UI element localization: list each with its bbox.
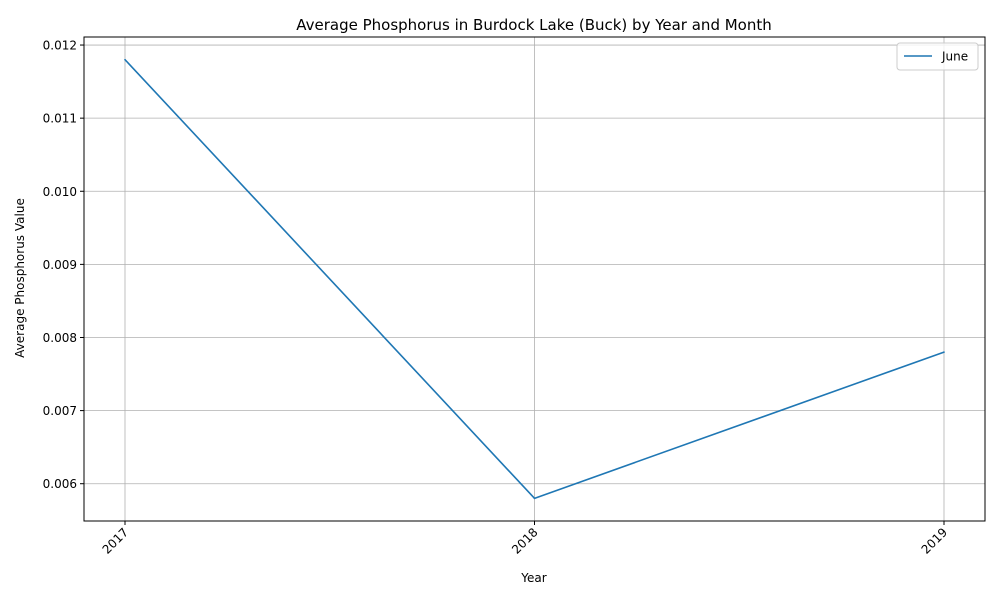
legend-label-june: June	[941, 50, 968, 64]
y-axis-ticks: 0.006 0.007 0.008 0.009 0.010 0.011 0.012	[43, 39, 84, 491]
y-tick-label: 0.007	[43, 404, 77, 418]
data-point	[533, 497, 536, 500]
legend-box	[896, 42, 979, 71]
y-tick-label: 0.008	[43, 331, 77, 345]
y-tick-label: 0.006	[43, 477, 77, 491]
y-tick-label: 0.009	[43, 258, 77, 272]
grid	[84, 37, 985, 521]
y-tick-label: 0.010	[43, 185, 77, 199]
chart-title: Average Phosphorus in Burdock Lake (Buck…	[296, 16, 772, 34]
y-tick-label: 0.012	[43, 39, 77, 53]
data-point	[943, 351, 945, 353]
series-layer	[124, 58, 945, 500]
y-axis-label: Average Phosphorus Value	[13, 198, 27, 358]
y-tick-label: 0.011	[43, 112, 77, 126]
x-axis-label: Year	[520, 571, 546, 585]
legend: June	[896, 42, 979, 71]
data-point	[124, 58, 126, 61]
